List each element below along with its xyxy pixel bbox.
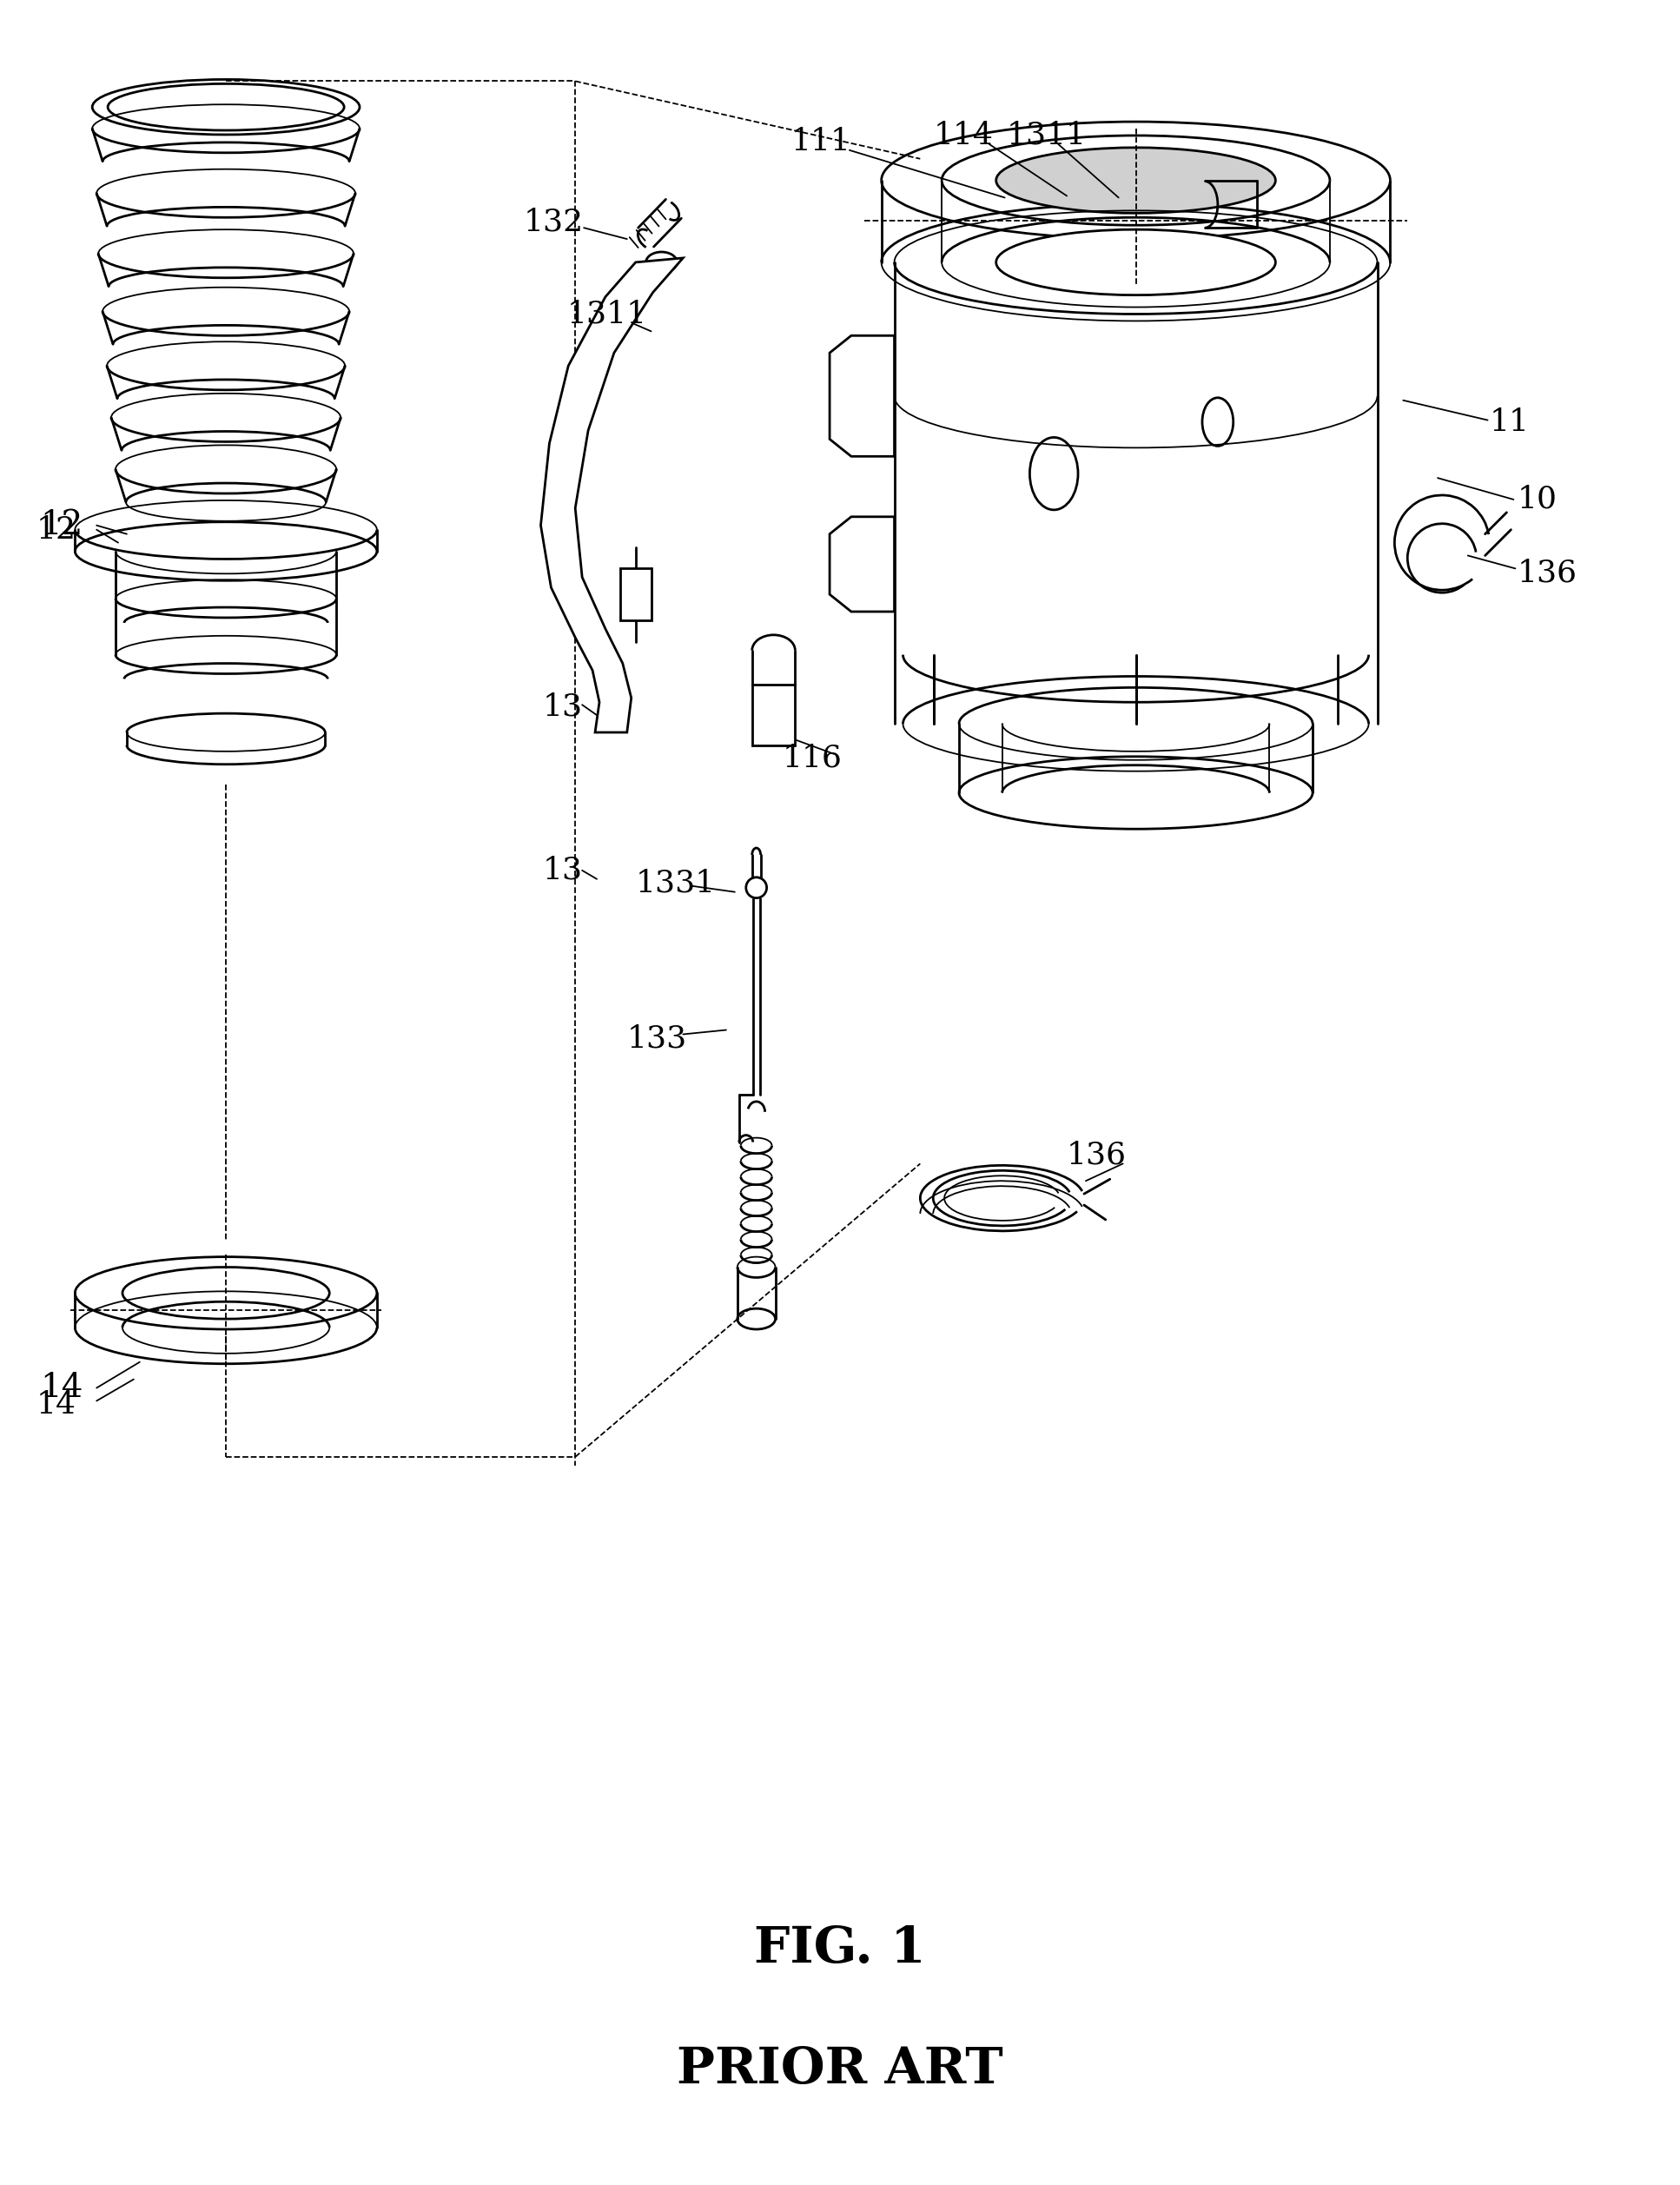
Text: 116: 116 <box>783 743 842 773</box>
Ellipse shape <box>996 229 1275 295</box>
Polygon shape <box>541 258 684 732</box>
Polygon shape <box>620 568 652 621</box>
Text: 1331: 1331 <box>635 870 716 898</box>
Text: 132: 132 <box>524 208 583 236</box>
Ellipse shape <box>996 149 1275 214</box>
Ellipse shape <box>108 83 344 131</box>
Text: 133: 133 <box>627 1025 687 1053</box>
Text: 114: 114 <box>932 120 993 151</box>
Ellipse shape <box>92 79 360 135</box>
Text: 14: 14 <box>37 1390 76 1420</box>
Text: 136: 136 <box>1067 1141 1127 1169</box>
Text: 111: 111 <box>791 127 850 157</box>
Polygon shape <box>830 336 894 457</box>
Text: 10: 10 <box>1517 485 1557 513</box>
Text: 12: 12 <box>40 509 84 542</box>
Text: 11: 11 <box>1490 406 1529 437</box>
Text: 13: 13 <box>543 693 583 721</box>
Text: 12: 12 <box>37 516 76 544</box>
Text: 13: 13 <box>543 857 583 885</box>
Text: 1311: 1311 <box>566 299 647 328</box>
Text: 1311: 1311 <box>1006 120 1087 151</box>
Polygon shape <box>830 516 894 612</box>
Text: 136: 136 <box>1517 557 1578 588</box>
Text: 14: 14 <box>40 1372 84 1405</box>
Polygon shape <box>753 684 795 745</box>
Text: FIG. 1: FIG. 1 <box>754 1925 926 1973</box>
Text: PRIOR ART: PRIOR ART <box>677 2045 1003 2093</box>
